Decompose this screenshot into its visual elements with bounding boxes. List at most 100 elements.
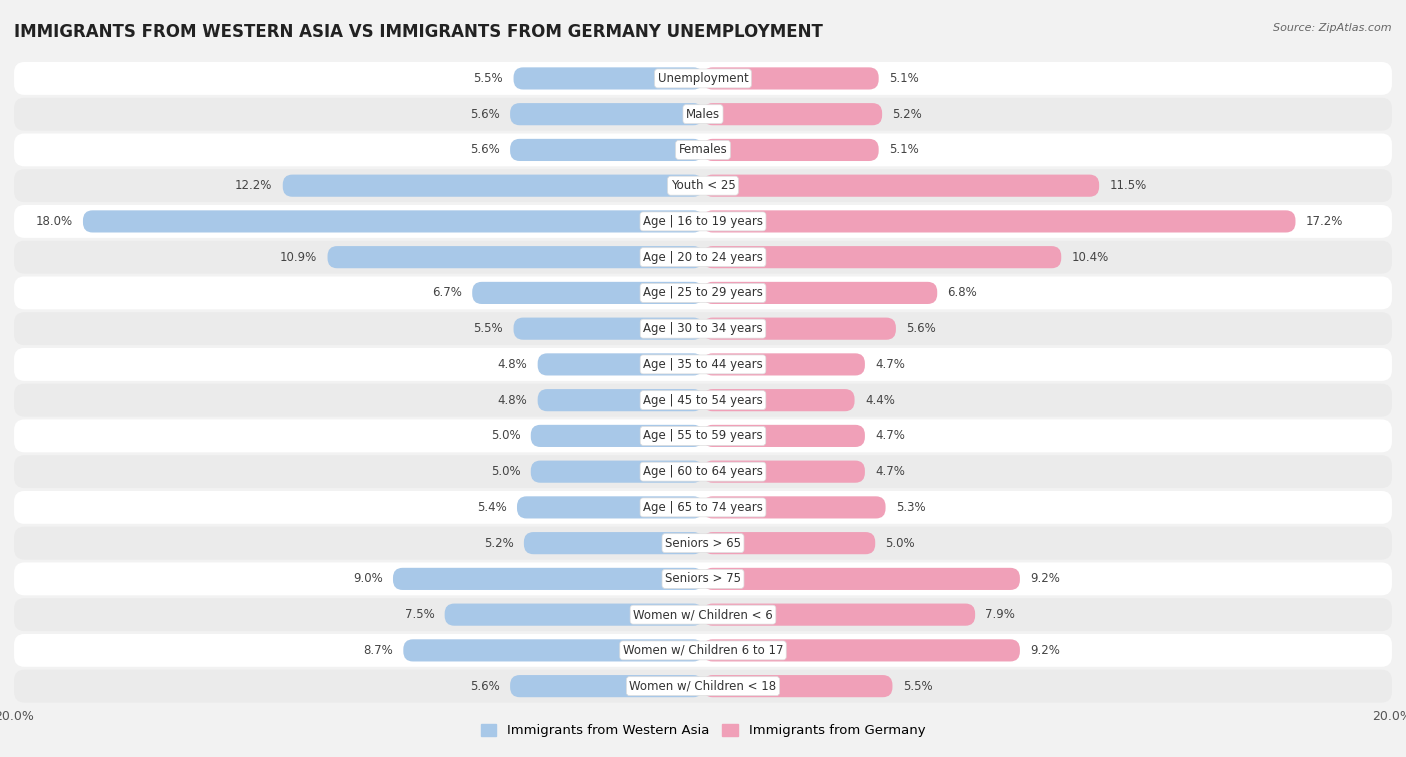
FancyBboxPatch shape bbox=[14, 634, 1392, 667]
Text: Age | 35 to 44 years: Age | 35 to 44 years bbox=[643, 358, 763, 371]
Text: IMMIGRANTS FROM WESTERN ASIA VS IMMIGRANTS FROM GERMANY UNEMPLOYMENT: IMMIGRANTS FROM WESTERN ASIA VS IMMIGRAN… bbox=[14, 23, 823, 41]
FancyBboxPatch shape bbox=[14, 527, 1392, 559]
Text: 10.9%: 10.9% bbox=[280, 251, 318, 263]
FancyBboxPatch shape bbox=[537, 354, 703, 375]
FancyBboxPatch shape bbox=[14, 384, 1392, 416]
FancyBboxPatch shape bbox=[14, 98, 1392, 131]
Text: 18.0%: 18.0% bbox=[35, 215, 73, 228]
FancyBboxPatch shape bbox=[703, 603, 976, 626]
FancyBboxPatch shape bbox=[513, 67, 703, 89]
Text: Seniors > 65: Seniors > 65 bbox=[665, 537, 741, 550]
FancyBboxPatch shape bbox=[531, 460, 703, 483]
FancyBboxPatch shape bbox=[14, 62, 1392, 95]
FancyBboxPatch shape bbox=[510, 675, 703, 697]
FancyBboxPatch shape bbox=[14, 241, 1392, 273]
Text: 5.2%: 5.2% bbox=[893, 107, 922, 120]
FancyBboxPatch shape bbox=[472, 282, 703, 304]
Text: 5.5%: 5.5% bbox=[474, 72, 503, 85]
Legend: Immigrants from Western Asia, Immigrants from Germany: Immigrants from Western Asia, Immigrants… bbox=[475, 718, 931, 743]
Text: 5.1%: 5.1% bbox=[889, 72, 918, 85]
Text: Age | 30 to 34 years: Age | 30 to 34 years bbox=[643, 322, 763, 335]
FancyBboxPatch shape bbox=[703, 318, 896, 340]
FancyBboxPatch shape bbox=[14, 276, 1392, 310]
Text: 6.7%: 6.7% bbox=[432, 286, 461, 300]
Text: 5.6%: 5.6% bbox=[470, 107, 499, 120]
Text: 7.5%: 7.5% bbox=[405, 608, 434, 621]
FancyBboxPatch shape bbox=[14, 670, 1392, 702]
Text: 5.6%: 5.6% bbox=[470, 680, 499, 693]
Text: 7.9%: 7.9% bbox=[986, 608, 1015, 621]
FancyBboxPatch shape bbox=[703, 246, 1062, 268]
Text: 9.0%: 9.0% bbox=[353, 572, 382, 585]
Text: 5.5%: 5.5% bbox=[903, 680, 932, 693]
Text: 12.2%: 12.2% bbox=[235, 179, 273, 192]
FancyBboxPatch shape bbox=[703, 497, 886, 519]
FancyBboxPatch shape bbox=[703, 282, 938, 304]
FancyBboxPatch shape bbox=[14, 455, 1392, 488]
FancyBboxPatch shape bbox=[703, 103, 882, 125]
FancyBboxPatch shape bbox=[703, 210, 1295, 232]
FancyBboxPatch shape bbox=[703, 568, 1019, 590]
Text: 5.1%: 5.1% bbox=[889, 143, 918, 157]
Text: Age | 65 to 74 years: Age | 65 to 74 years bbox=[643, 501, 763, 514]
FancyBboxPatch shape bbox=[14, 133, 1392, 167]
Text: Women w/ Children < 6: Women w/ Children < 6 bbox=[633, 608, 773, 621]
Text: Age | 20 to 24 years: Age | 20 to 24 years bbox=[643, 251, 763, 263]
Text: Youth < 25: Youth < 25 bbox=[671, 179, 735, 192]
Text: 17.2%: 17.2% bbox=[1306, 215, 1343, 228]
FancyBboxPatch shape bbox=[14, 312, 1392, 345]
FancyBboxPatch shape bbox=[83, 210, 703, 232]
Text: 4.8%: 4.8% bbox=[498, 358, 527, 371]
Text: 5.2%: 5.2% bbox=[484, 537, 513, 550]
Text: Age | 25 to 29 years: Age | 25 to 29 years bbox=[643, 286, 763, 300]
FancyBboxPatch shape bbox=[703, 67, 879, 89]
FancyBboxPatch shape bbox=[14, 205, 1392, 238]
FancyBboxPatch shape bbox=[703, 640, 1019, 662]
FancyBboxPatch shape bbox=[14, 170, 1392, 202]
FancyBboxPatch shape bbox=[703, 425, 865, 447]
Text: 4.7%: 4.7% bbox=[875, 429, 905, 442]
FancyBboxPatch shape bbox=[510, 139, 703, 161]
Text: 5.0%: 5.0% bbox=[886, 537, 915, 550]
Text: 11.5%: 11.5% bbox=[1109, 179, 1147, 192]
FancyBboxPatch shape bbox=[513, 318, 703, 340]
Text: Males: Males bbox=[686, 107, 720, 120]
FancyBboxPatch shape bbox=[703, 389, 855, 411]
Text: Women w/ Children < 18: Women w/ Children < 18 bbox=[630, 680, 776, 693]
Text: Age | 60 to 64 years: Age | 60 to 64 years bbox=[643, 465, 763, 478]
Text: Age | 16 to 19 years: Age | 16 to 19 years bbox=[643, 215, 763, 228]
Text: 9.2%: 9.2% bbox=[1031, 644, 1060, 657]
FancyBboxPatch shape bbox=[524, 532, 703, 554]
FancyBboxPatch shape bbox=[444, 603, 703, 626]
FancyBboxPatch shape bbox=[14, 491, 1392, 524]
FancyBboxPatch shape bbox=[14, 562, 1392, 595]
FancyBboxPatch shape bbox=[392, 568, 703, 590]
FancyBboxPatch shape bbox=[703, 675, 893, 697]
FancyBboxPatch shape bbox=[531, 425, 703, 447]
Text: Age | 45 to 54 years: Age | 45 to 54 years bbox=[643, 394, 763, 407]
FancyBboxPatch shape bbox=[404, 640, 703, 662]
Text: 5.6%: 5.6% bbox=[470, 143, 499, 157]
Text: 5.5%: 5.5% bbox=[474, 322, 503, 335]
Text: 5.3%: 5.3% bbox=[896, 501, 925, 514]
Text: Source: ZipAtlas.com: Source: ZipAtlas.com bbox=[1274, 23, 1392, 33]
Text: Females: Females bbox=[679, 143, 727, 157]
Text: Age | 55 to 59 years: Age | 55 to 59 years bbox=[643, 429, 763, 442]
Text: 9.2%: 9.2% bbox=[1031, 572, 1060, 585]
FancyBboxPatch shape bbox=[283, 175, 703, 197]
Text: 5.0%: 5.0% bbox=[491, 429, 520, 442]
FancyBboxPatch shape bbox=[703, 532, 875, 554]
Text: 4.8%: 4.8% bbox=[498, 394, 527, 407]
Text: Women w/ Children 6 to 17: Women w/ Children 6 to 17 bbox=[623, 644, 783, 657]
Text: Unemployment: Unemployment bbox=[658, 72, 748, 85]
Text: 4.4%: 4.4% bbox=[865, 394, 894, 407]
Text: 8.7%: 8.7% bbox=[363, 644, 392, 657]
FancyBboxPatch shape bbox=[14, 598, 1392, 631]
FancyBboxPatch shape bbox=[703, 354, 865, 375]
Text: 10.4%: 10.4% bbox=[1071, 251, 1109, 263]
FancyBboxPatch shape bbox=[537, 389, 703, 411]
Text: 4.7%: 4.7% bbox=[875, 358, 905, 371]
FancyBboxPatch shape bbox=[14, 419, 1392, 453]
FancyBboxPatch shape bbox=[517, 497, 703, 519]
FancyBboxPatch shape bbox=[703, 460, 865, 483]
